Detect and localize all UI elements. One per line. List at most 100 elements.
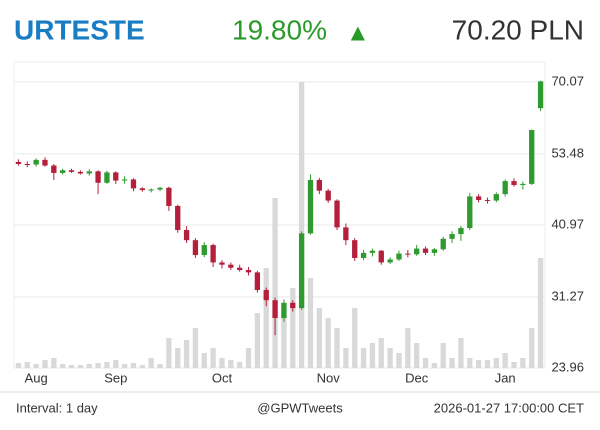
volume-bar xyxy=(467,358,473,368)
y-tick-label: 53.48 xyxy=(551,145,584,160)
volume-bar xyxy=(263,268,269,368)
y-tick-label: 40.97 xyxy=(551,216,584,231)
volume-bar xyxy=(325,318,331,368)
candle-body xyxy=(51,165,57,173)
volume-bar xyxy=(77,365,84,368)
volume-bar xyxy=(60,364,66,368)
candle-body xyxy=(113,172,119,181)
candle-body xyxy=(95,171,101,183)
volume-bar xyxy=(121,364,128,368)
price: 70.20 PLN xyxy=(452,14,584,45)
volume-bar xyxy=(511,362,517,368)
candle-body xyxy=(493,194,499,201)
volume-bar xyxy=(405,328,411,368)
candle-body xyxy=(369,250,376,253)
candle-body xyxy=(467,196,473,229)
candle-body xyxy=(157,187,163,190)
volume-bar xyxy=(422,358,429,368)
candle-body xyxy=(254,272,261,291)
candle-body xyxy=(529,130,535,184)
candle-body xyxy=(263,290,269,301)
volume-bar xyxy=(33,364,39,368)
ticker: URTESTE xyxy=(14,14,145,45)
source: @GPWTweets xyxy=(257,400,343,415)
candle-body xyxy=(15,161,22,164)
candle-body xyxy=(502,181,508,195)
y-tick-label: 31.27 xyxy=(551,288,584,303)
candle-body xyxy=(334,200,340,228)
candle-body xyxy=(210,245,216,263)
volume-bar xyxy=(42,360,48,368)
candle-body xyxy=(33,159,39,165)
volume-bar xyxy=(245,348,252,368)
volume-bar xyxy=(24,362,30,368)
volume-bar xyxy=(352,308,358,368)
x-tick-label: Dec xyxy=(405,370,429,385)
candle-body xyxy=(104,172,110,183)
volume-bar xyxy=(237,362,243,368)
volume-bar xyxy=(529,328,535,368)
volume-bar xyxy=(166,338,172,368)
candle-body xyxy=(281,302,287,319)
volume-bar xyxy=(343,348,349,368)
volume-bar xyxy=(104,362,110,368)
candle-body xyxy=(237,267,243,271)
change-arrow: ▲ xyxy=(346,19,370,46)
candle-body xyxy=(520,183,526,185)
candle-body xyxy=(245,270,252,273)
volume-bar xyxy=(414,343,420,368)
interval: Interval: 1 day xyxy=(16,400,98,415)
volume-bar xyxy=(130,363,137,368)
timestamp: 2026-01-27 17:00:00 CET xyxy=(434,400,584,415)
candle-body xyxy=(431,249,438,253)
volume-bar xyxy=(290,288,296,368)
candle-body xyxy=(396,253,402,260)
candle-body xyxy=(24,163,30,165)
volume-bar xyxy=(369,343,376,368)
candle-body xyxy=(139,188,145,191)
candle-body xyxy=(175,205,181,231)
candle-body xyxy=(440,238,446,250)
candle-body xyxy=(60,170,66,173)
volume-bar xyxy=(396,353,402,368)
volume-bar xyxy=(493,358,499,368)
candle-body xyxy=(484,199,491,201)
x-tick-label: Aug xyxy=(25,370,48,385)
volume-bar xyxy=(183,340,190,368)
volume-bar xyxy=(334,328,340,368)
candle-body xyxy=(219,262,225,265)
y-tick-label: 70.07 xyxy=(551,73,584,88)
candle-body xyxy=(86,171,92,174)
x-tick-label: Oct xyxy=(212,370,233,385)
volume-bar xyxy=(157,364,163,368)
change: 19.80% xyxy=(232,14,327,45)
volume-bar xyxy=(192,328,199,368)
candle-body xyxy=(360,252,367,258)
candle-body xyxy=(387,259,393,263)
candle-body xyxy=(121,179,128,181)
volume-bar xyxy=(113,360,119,368)
volume-bar xyxy=(502,353,508,368)
candle-body xyxy=(290,302,296,309)
volume-bar xyxy=(254,313,261,368)
volume-bar xyxy=(449,358,455,368)
volume-bar xyxy=(139,365,145,368)
volume-bar xyxy=(86,364,92,368)
volume-bar xyxy=(281,308,287,368)
x-tick-label: Sep xyxy=(104,370,127,385)
candle-body xyxy=(272,300,278,319)
y-tick-label: 23.96 xyxy=(551,359,584,374)
candle-body xyxy=(130,179,137,189)
volume-bar xyxy=(51,358,57,368)
volume-bar xyxy=(458,338,464,368)
candle-body xyxy=(316,179,322,191)
x-tick-label: Nov xyxy=(317,370,341,385)
candle-body xyxy=(511,181,517,185)
volume-bar xyxy=(298,82,305,368)
volume-bar xyxy=(148,358,154,368)
volume-bar xyxy=(475,360,482,368)
candle-body xyxy=(307,179,314,234)
volume-bar xyxy=(228,360,234,368)
